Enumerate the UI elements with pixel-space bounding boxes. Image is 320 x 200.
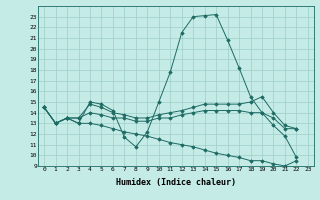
- X-axis label: Humidex (Indice chaleur): Humidex (Indice chaleur): [116, 178, 236, 187]
